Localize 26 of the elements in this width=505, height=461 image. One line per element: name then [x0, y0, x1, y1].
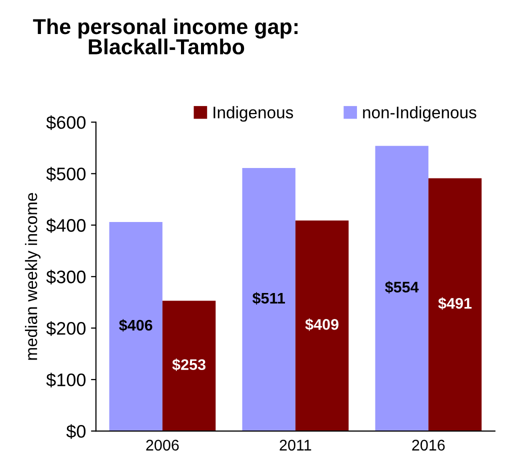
bar: [428, 178, 482, 432]
data-label: $406: [119, 319, 152, 332]
bar: [162, 300, 216, 432]
legend-label: non-Indigenous: [363, 106, 476, 122]
data-label: $491: [438, 297, 472, 310]
y-tick-label: $0: [66, 424, 86, 439]
data-label: $409: [305, 318, 338, 331]
y-tick-label: $500: [46, 166, 86, 182]
data-label: $511: [252, 292, 285, 305]
y-tick-label: $400: [46, 218, 86, 233]
y-tick-label: $600: [46, 115, 86, 130]
x-tick-label: 2006: [146, 440, 179, 451]
y-tick-label: $300: [46, 270, 86, 284]
bar: [295, 220, 349, 432]
legend-label: Indigenous: [214, 106, 294, 122]
y-tick-label: $200: [46, 321, 86, 336]
bar: [375, 146, 428, 432]
data-label: $554: [385, 281, 419, 294]
chart-title: The personal income gap: Blackall-Tambo: [33, 18, 298, 54]
x-tick-label: 2011: [280, 440, 312, 451]
y-axis-title: median weekly income: [24, 193, 41, 360]
bar: [242, 168, 296, 432]
y-tick-label: $100: [46, 372, 86, 388]
x-tick-label: 2016: [412, 440, 445, 451]
bar: [109, 222, 162, 432]
data-label: $253: [172, 358, 206, 371]
